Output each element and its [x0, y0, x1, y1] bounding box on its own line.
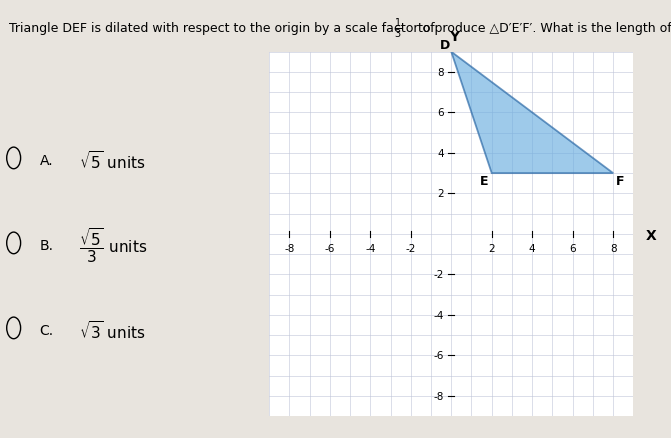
Text: 6: 6: [437, 108, 444, 118]
Text: 8: 8: [437, 68, 444, 78]
Text: F: F: [616, 174, 625, 187]
Text: $\sqrt{3}$ units: $\sqrt{3}$ units: [79, 319, 146, 341]
Text: -4: -4: [365, 244, 376, 254]
Text: -8: -8: [284, 244, 295, 254]
Text: A.: A.: [40, 153, 54, 167]
Polygon shape: [451, 53, 613, 174]
Text: B.: B.: [40, 238, 54, 252]
Text: -2: -2: [433, 270, 444, 280]
Text: E: E: [479, 174, 488, 187]
Text: -4: -4: [433, 310, 444, 320]
Text: 2: 2: [437, 189, 444, 199]
Text: X: X: [646, 228, 656, 242]
Text: 4: 4: [529, 244, 535, 254]
Text: 4: 4: [437, 148, 444, 159]
Text: -2: -2: [405, 244, 416, 254]
Text: D: D: [440, 39, 450, 52]
Text: 2: 2: [488, 244, 495, 254]
Text: 6: 6: [570, 244, 576, 254]
Text: to produce △D′E′F′. What is the length of side D′E′?: to produce △D′E′F′. What is the length o…: [414, 22, 671, 35]
Text: $\dfrac{\sqrt{5}}{3}$ units: $\dfrac{\sqrt{5}}{3}$ units: [79, 226, 148, 265]
Text: -6: -6: [433, 350, 444, 360]
Text: 8: 8: [610, 244, 617, 254]
Text: -8: -8: [433, 391, 444, 401]
Text: -6: -6: [325, 244, 335, 254]
Text: C.: C.: [40, 323, 54, 337]
Text: $\sqrt{5}$ units: $\sqrt{5}$ units: [79, 149, 146, 171]
Text: Triangle DEF is dilated with respect to the origin by a scale factor of: Triangle DEF is dilated with respect to …: [9, 22, 439, 35]
Text: Y: Y: [449, 30, 460, 44]
Text: $\frac{1}{3}$: $\frac{1}{3}$: [394, 17, 402, 41]
